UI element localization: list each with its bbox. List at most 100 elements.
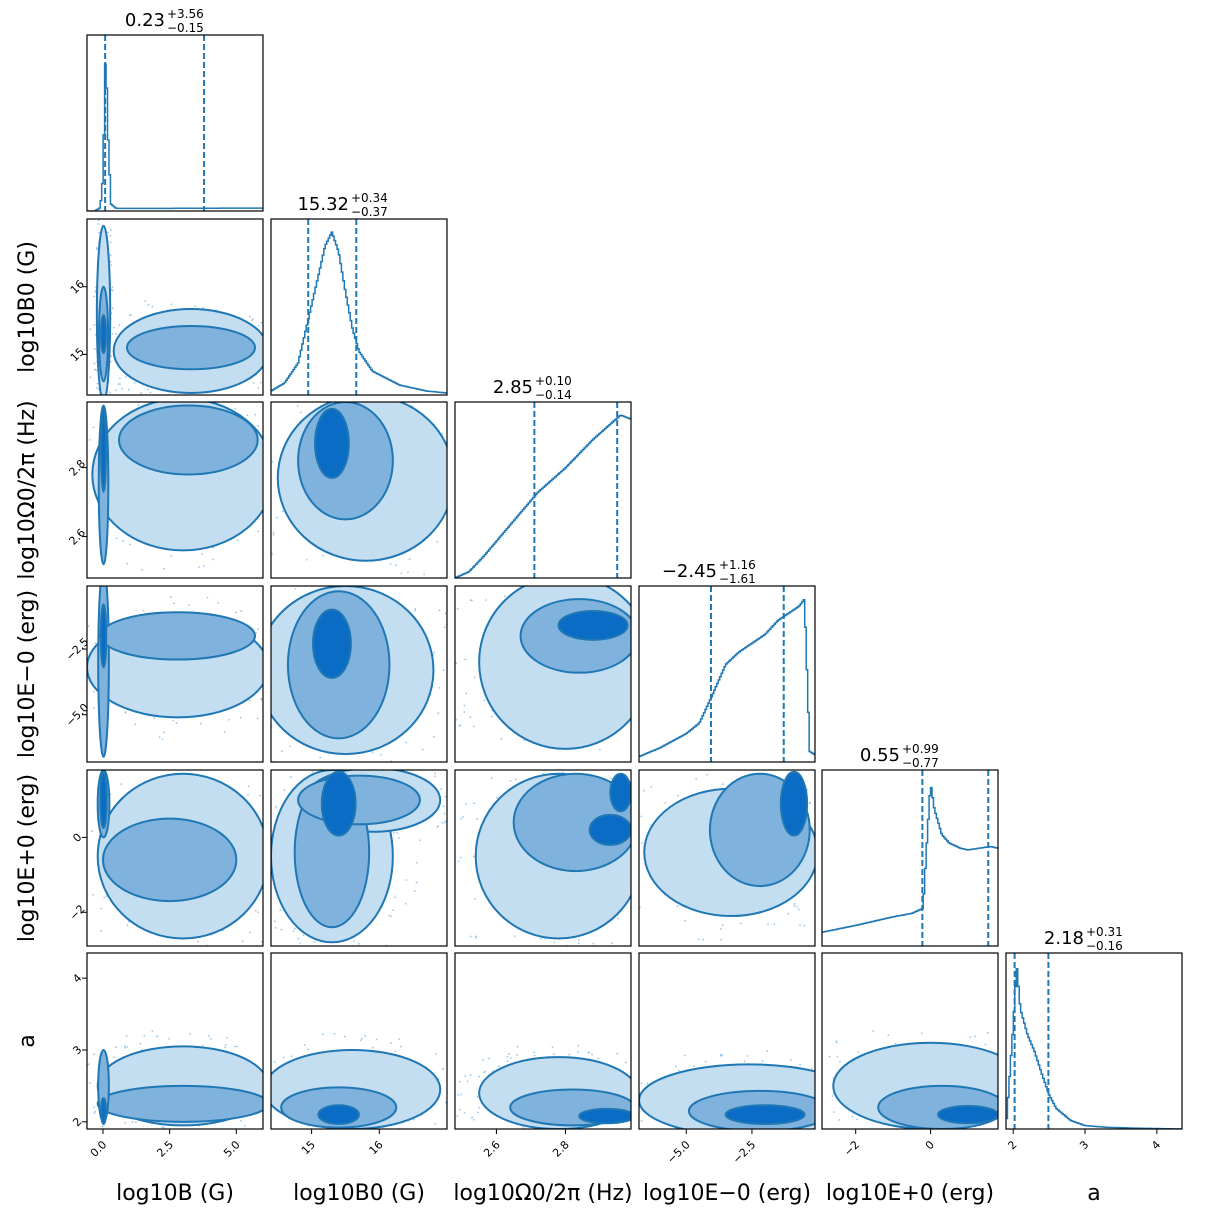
y-tick-label: 2.8 [67,457,89,479]
contour-inner [100,314,107,355]
scatter-point [375,1038,378,1041]
scatter-point [472,510,474,512]
title-median-logB: 0.23 [125,10,165,31]
scatter-point [415,881,418,884]
scatter-point [408,558,411,560]
scatter-point [257,911,260,914]
scatter-point [354,955,356,957]
scatter-point [551,1046,554,1049]
scatter-point [199,722,202,725]
scatter-point [514,778,517,781]
scatter-point [1027,1122,1029,1124]
scatter-point [164,949,166,951]
scatter-point [83,896,85,898]
scatter-point [133,381,136,384]
panel-logEp-vs-logOm [457,755,660,967]
scatter-point [719,928,722,930]
scatter-point [762,1146,764,1148]
scatter-point [259,794,261,797]
scatter-point [443,812,446,815]
scatter-point [269,772,271,774]
scatter-point [289,776,292,778]
scatter-point [67,1089,69,1091]
scatter-point [644,743,646,745]
scatter-point [469,1074,472,1076]
y-axis-label-logB0: log10B0 (G) [15,241,40,373]
scatter-point [570,1142,572,1144]
title-median-a: 2.18 [1044,928,1084,949]
scatter-point [251,1054,253,1056]
scatter-point [464,1075,467,1077]
scatter-point [431,580,433,582]
scatter-point [187,604,190,606]
panel-logEm-vs-logOm [455,586,648,751]
scatter-point [108,412,110,414]
scatter-point [172,719,175,722]
scatter-point [109,229,112,231]
scatter-point [658,909,660,911]
contour-mid [117,404,259,476]
scatter-point [149,391,152,394]
scatter-point [415,861,418,864]
scatter-point [260,940,263,943]
scatter-point [568,965,570,967]
scatter-point [845,869,847,871]
scatter-point [162,731,165,734]
scatter-point [624,1061,627,1064]
scatter-point [646,713,648,715]
scatter-point [337,1139,339,1141]
scatter-point [441,1068,444,1071]
scatter-point [234,407,237,410]
scatter-point [228,396,230,398]
y-tick-label: 2.6 [67,526,89,548]
scatter-point [1035,1111,1037,1113]
scatter-point [444,1088,446,1090]
scatter-point [146,959,148,961]
scatter-point [633,1122,635,1124]
scatter-point [69,436,71,438]
scatter-point [293,750,295,752]
scatter-point [64,855,66,857]
scatter-point [234,1045,236,1048]
scatter-point [279,1056,281,1058]
scatter-point [83,504,85,506]
scatter-point [272,533,275,536]
scatter-point [476,1095,479,1098]
scatter-point [297,750,299,752]
contour-mid [102,817,238,903]
scatter-point [290,347,292,349]
scatter-point [766,1050,769,1053]
contour-mid [96,1084,263,1123]
scatter-point [463,798,465,800]
scatter-point [88,1081,91,1084]
scatter-point [1024,1052,1026,1054]
scatter-point [307,1048,309,1051]
scatter-point [258,1121,260,1123]
scatter-point [443,626,446,629]
scatter-point [268,636,270,638]
scatter-point [313,1136,315,1138]
scatter-point [536,755,538,757]
scatter-point [858,1133,860,1135]
histogram-logEp [822,770,998,946]
histogram-logB0 [271,219,447,395]
scatter-point [240,610,243,612]
scatter-point [313,1135,315,1137]
x-tick-label: 0.0 [88,1138,110,1160]
scatter-point [89,376,92,379]
scatter-point [108,391,111,394]
scatter-point [128,387,130,389]
scatter-point [568,1053,571,1056]
scatter-point [280,915,282,917]
scatter-point [488,1057,490,1060]
scatter-point [110,288,113,291]
scatter-point [465,677,467,679]
contour-inner [99,770,108,830]
scatter-point [279,398,281,400]
scatter-point [506,1055,509,1058]
scatter-point [329,1138,331,1140]
scatter-point [846,882,848,884]
panel-frame [270,769,448,947]
contour-inner [314,407,350,479]
scatter-point [202,565,205,567]
